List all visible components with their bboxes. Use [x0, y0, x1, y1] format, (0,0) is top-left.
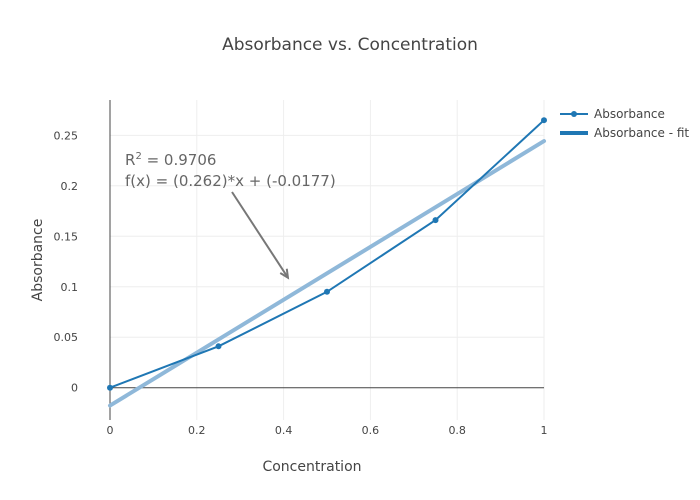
r-squared-sup: 2	[135, 151, 141, 162]
series-line-absorbance-fit	[108, 139, 546, 408]
grid	[110, 100, 545, 420]
r-squared-value: = 0.9706	[142, 151, 217, 169]
fit-equation-label: f(x) = (0.262)*x + (-0.0177)	[125, 172, 336, 190]
annotation-arrow-line	[231, 191, 289, 279]
legend-marker-absorbance	[571, 111, 577, 117]
x-tick-label: 0	[107, 424, 114, 437]
y-tick-label: 0	[71, 382, 78, 395]
r-squared-r: R	[125, 151, 135, 169]
x-tick-label: 0.8	[448, 424, 466, 437]
data-point	[107, 384, 113, 391]
x-axis-title: Concentration	[262, 459, 361, 475]
plot-area	[107, 117, 547, 408]
y-tick-label: 0.05	[54, 331, 79, 344]
r-squared-label: R2 = 0.9706	[125, 151, 216, 169]
chart-title: Absorbance vs. Concentration	[222, 35, 478, 55]
x-tick-label: 1	[541, 424, 548, 437]
y-tick-label: 0.15	[54, 230, 79, 243]
data-point	[215, 343, 222, 350]
x-tick-label: 0.6	[362, 424, 380, 437]
legend: Absorbance Absorbance - fit	[560, 107, 689, 140]
tick-labels: 0 0.2 0.4 0.6 0.8 1 0 0.05 0.1 0.15 0.2 0.25	[54, 129, 548, 437]
y-tick-label: 0.1	[61, 281, 79, 294]
legend-label-absorbance: Absorbance	[594, 107, 665, 121]
annotation-arrow-head	[279, 268, 290, 280]
legend-label-absorbance-fit: Absorbance - fit	[594, 126, 689, 140]
y-tick-label: 0.25	[54, 129, 79, 142]
data-point	[324, 288, 330, 295]
y-axis-title: Absorbance	[30, 219, 46, 302]
axes	[109, 100, 544, 420]
data-point	[432, 217, 439, 224]
y-tick-label: 0.2	[61, 180, 79, 193]
x-tick-label: 0.2	[188, 424, 206, 437]
data-point	[541, 117, 547, 124]
x-tick-label: 0.4	[275, 424, 293, 437]
fit-annotation: R2 = 0.9706 f(x) = (0.262)*x + (-0.0177)	[125, 151, 336, 280]
